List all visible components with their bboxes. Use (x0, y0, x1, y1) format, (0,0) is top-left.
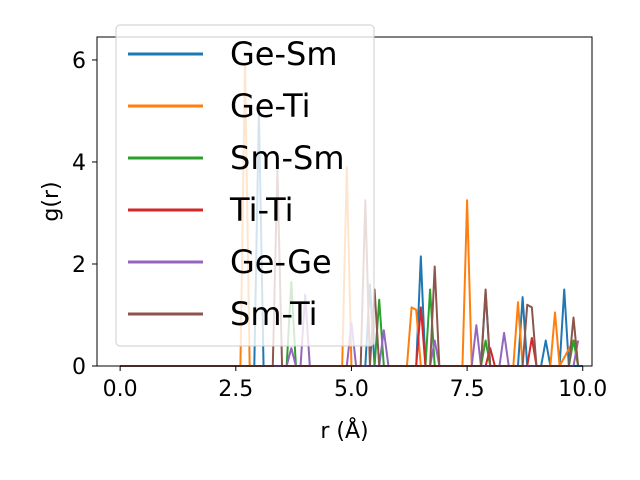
legend: Ge-Sm Ge-Ti Sm-Sm Ti-Ti Ge-Ge Sm-Ti (115, 24, 375, 347)
y-axis-label: g(r) (39, 181, 64, 221)
y-axis-ticks: 0 2 4 6 (72, 49, 97, 380)
y-tick-label: 4 (72, 151, 86, 176)
legend-label-ge-ge: Ge-Ge (230, 243, 332, 281)
x-axis-ticks: 0.0 2.5 5.0 7.5 10.0 (103, 366, 607, 402)
x-tick-label: 7.5 (450, 377, 485, 402)
y-tick-label: 0 (72, 355, 86, 380)
legend-label-sm-ti: Sm-Ti (230, 295, 318, 333)
legend-label-sm-sm: Sm-Sm (230, 139, 345, 177)
x-tick-label: 2.5 (218, 377, 253, 402)
series-line-ti-ti (120, 306, 538, 367)
legend-label-ge-sm: Ge-Sm (230, 35, 338, 73)
y-tick-label: 2 (72, 253, 86, 278)
x-tick-label: 0.0 (103, 377, 138, 402)
x-tick-label: 10.0 (558, 377, 607, 402)
y-tick-label: 6 (72, 49, 86, 74)
legend-entries: Ge-Sm Ge-Ti Sm-Sm Ti-Ti Ge-Ge Sm-Ti (128, 35, 345, 333)
legend-label-ti-ti: Ti-Ti (229, 191, 294, 229)
x-axis-label: r (Å) (320, 417, 368, 444)
x-tick-label: 5.0 (334, 377, 369, 402)
legend-label-ge-ti: Ge-Ti (230, 87, 311, 125)
